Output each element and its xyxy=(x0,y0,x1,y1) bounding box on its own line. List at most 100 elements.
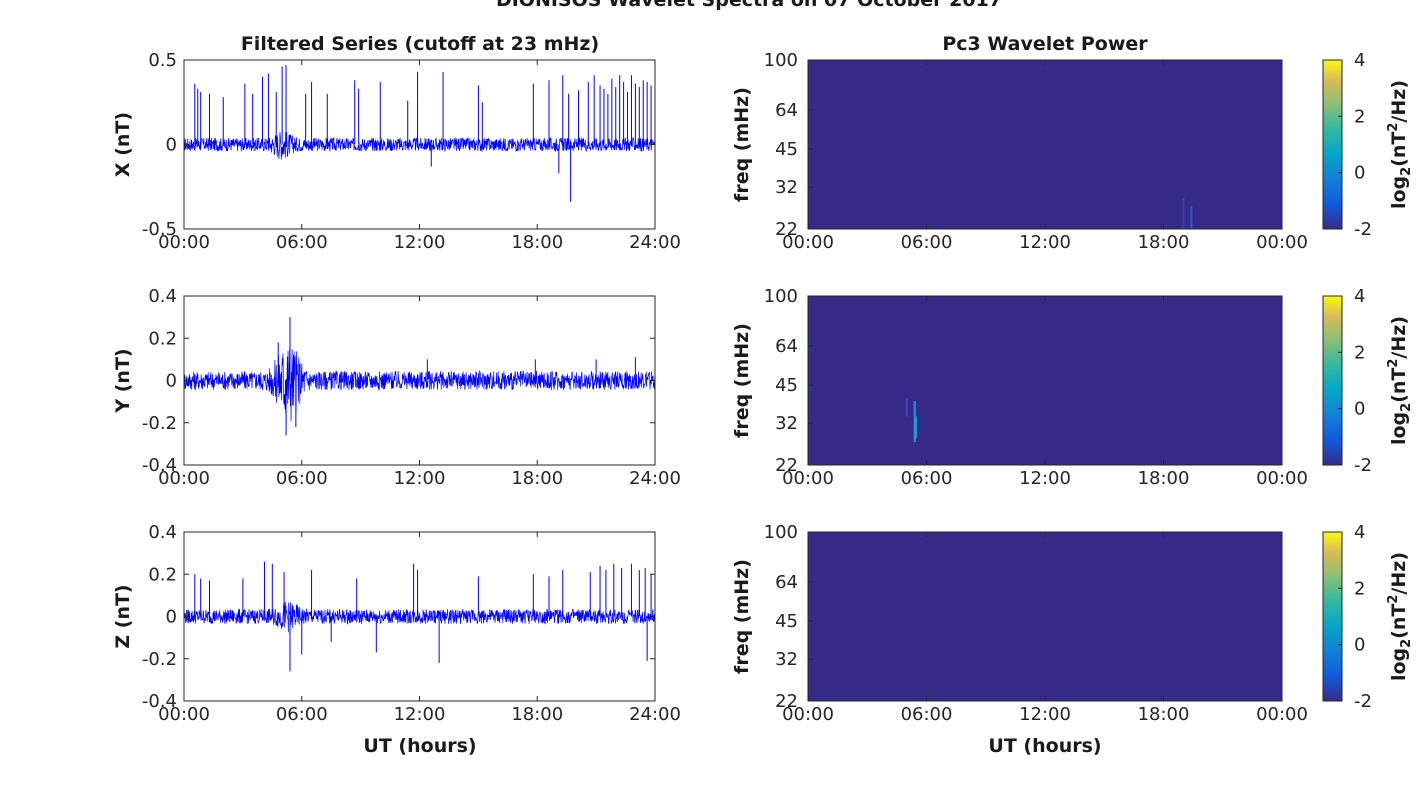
filtered-series-y-panel: 00:00 06:00 12:00 18:00 24:00 0.4 0.2 0 -0.2 -0.4… xyxy=(112,286,681,489)
x-tick-label: 24:00 xyxy=(629,468,681,489)
left-column-title: Filtered Series (cutoff at 23 mHz) xyxy=(241,33,599,55)
y-tick-label: 45 xyxy=(775,139,798,160)
colorbar xyxy=(1323,296,1342,465)
y-tick-label: 22 xyxy=(775,691,798,712)
x-tick-label: 00:00 xyxy=(158,232,210,253)
x-tick-label: 00:00 xyxy=(158,468,210,489)
colorbar-label: log2(nT2/Hz) xyxy=(1386,552,1414,681)
right-column-title: Pc3 Wavelet Power xyxy=(942,33,1148,55)
filtered-series-x-panel: 00:00 06:00 12:00 18:00 24:00 0.5 0 -0.5 X (nT) xyxy=(112,50,681,253)
power-feature xyxy=(1182,198,1185,229)
x-tick-label: 18:00 xyxy=(511,468,563,489)
colorbar-label: log2(nT2/Hz) xyxy=(1386,80,1414,209)
colorbar-tick-label: 0 xyxy=(1354,163,1365,184)
y-tick-label: 22 xyxy=(775,455,798,476)
wavelet-power-map xyxy=(808,532,1282,701)
series-line xyxy=(183,347,656,422)
x-tick-label: 06:00 xyxy=(901,468,953,489)
colorbar-tick-label: 2 xyxy=(1354,578,1365,599)
colorbar-frame xyxy=(1322,295,1343,466)
power-feature xyxy=(914,416,917,439)
y-tick-label: 0.5 xyxy=(148,50,177,71)
wavelet-power-map xyxy=(808,60,1282,229)
x-tick-label: 00:00 xyxy=(1256,468,1308,489)
colorbar-tick-label: 2 xyxy=(1354,106,1365,127)
wavelet-power-y-panel: 00:00 06:00 12:00 18:00 00:00 100 64 45 32 22 freq… xyxy=(731,286,1414,489)
power-feature xyxy=(1190,206,1193,229)
x-tick-label: 18:00 xyxy=(511,232,563,253)
y-tick-label: 32 xyxy=(775,413,798,434)
y-tick-label: 32 xyxy=(775,177,798,198)
y-tick-label: 0 xyxy=(166,607,177,628)
x-tick-label: 12:00 xyxy=(1019,704,1071,725)
colorbar-tick-label: 2 xyxy=(1354,342,1365,363)
x-tick-label: 12:00 xyxy=(394,704,446,725)
y-tick-label: 64 xyxy=(775,100,798,121)
y-tick-label: 64 xyxy=(775,336,798,357)
y-tick-label: 100 xyxy=(764,50,798,71)
x-tick-label: 24:00 xyxy=(629,232,681,253)
y-tick-label: -0.2 xyxy=(142,413,177,434)
x-tick-label: 06:00 xyxy=(901,232,953,253)
x-tick-label: 06:00 xyxy=(276,704,328,725)
y-tick-label: 100 xyxy=(764,286,798,307)
y-tick-label: 0.2 xyxy=(148,328,177,349)
wavelet-power-x-panel: 00:00 06:00 12:00 18:00 00:00 100 64 45 32 22 freq… xyxy=(731,50,1414,253)
colorbar-frame xyxy=(1322,531,1343,702)
colorbar-label: log2(nT2/Hz) xyxy=(1386,316,1414,445)
power-feature xyxy=(905,398,908,417)
y-tick-label: 100 xyxy=(764,522,798,543)
x-tick-label: 12:00 xyxy=(1019,232,1071,253)
wavelet-power-map xyxy=(808,296,1282,465)
colorbar xyxy=(1323,60,1342,229)
y-tick-label: 22 xyxy=(775,219,798,240)
y-tick-label: 45 xyxy=(775,375,798,396)
colorbar-tick-label: 4 xyxy=(1354,50,1365,71)
y-axis-label: freq (mHz) xyxy=(731,323,753,438)
y-tick-label: 45 xyxy=(775,611,798,632)
y-axis-label: freq (mHz) xyxy=(731,559,753,674)
y-axis-label: Z (nT) xyxy=(112,584,134,648)
colorbar-tick-label: -2 xyxy=(1354,691,1372,712)
wavelet-power-z-panel: 00:00 06:00 12:00 18:00 00:00 100 64 45 32 22 freq… xyxy=(731,522,1414,725)
figure-title: DIONISOS Wavelet Spectra on 07 October 2… xyxy=(496,0,1002,11)
x-tick-label: 24:00 xyxy=(629,704,681,725)
x-tick-label: 12:00 xyxy=(394,468,446,489)
series-line xyxy=(183,601,656,633)
colorbar-tick-label: 4 xyxy=(1354,522,1365,543)
x-tick-label: 18:00 xyxy=(1138,468,1190,489)
y-tick-label: -0.4 xyxy=(142,691,177,712)
x-tick-label: 00:00 xyxy=(782,232,834,253)
y-tick-label: 32 xyxy=(775,649,798,670)
y-tick-label: 0.4 xyxy=(148,286,177,307)
colorbar-tick-label: 4 xyxy=(1354,286,1365,307)
y-tick-label: 0.2 xyxy=(148,564,177,585)
y-tick-label: -0.5 xyxy=(142,219,177,240)
colorbar-frame xyxy=(1322,59,1343,230)
y-axis-label: freq (mHz) xyxy=(731,87,753,202)
x-tick-label: 18:00 xyxy=(1138,704,1190,725)
x-tick-label: 12:00 xyxy=(394,232,446,253)
x-tick-label: 00:00 xyxy=(158,704,210,725)
x-tick-label: 18:00 xyxy=(511,704,563,725)
x-axis-label-right: UT (hours) xyxy=(988,735,1101,757)
x-tick-label: 00:00 xyxy=(1256,704,1308,725)
y-axis-label: Y (nT) xyxy=(112,348,134,413)
x-tick-label: 00:00 xyxy=(1256,232,1308,253)
y-tick-label: 64 xyxy=(775,572,798,593)
x-tick-label: 00:00 xyxy=(782,704,834,725)
y-tick-label: -0.4 xyxy=(142,455,177,476)
y-tick-label: 0 xyxy=(166,371,177,392)
colorbar-tick-label: 0 xyxy=(1354,399,1365,420)
colorbar-tick-label: -2 xyxy=(1354,455,1372,476)
x-tick-label: 06:00 xyxy=(276,232,328,253)
colorbar-tick-label: 0 xyxy=(1354,635,1365,656)
x-tick-label: 18:00 xyxy=(1138,232,1190,253)
y-tick-label: -0.2 xyxy=(142,649,177,670)
y-axis-label: X (nT) xyxy=(112,112,134,177)
x-tick-label: 06:00 xyxy=(901,704,953,725)
x-tick-label: 06:00 xyxy=(276,468,328,489)
x-tick-label: 12:00 xyxy=(1019,468,1071,489)
x-tick-label: 00:00 xyxy=(782,468,834,489)
